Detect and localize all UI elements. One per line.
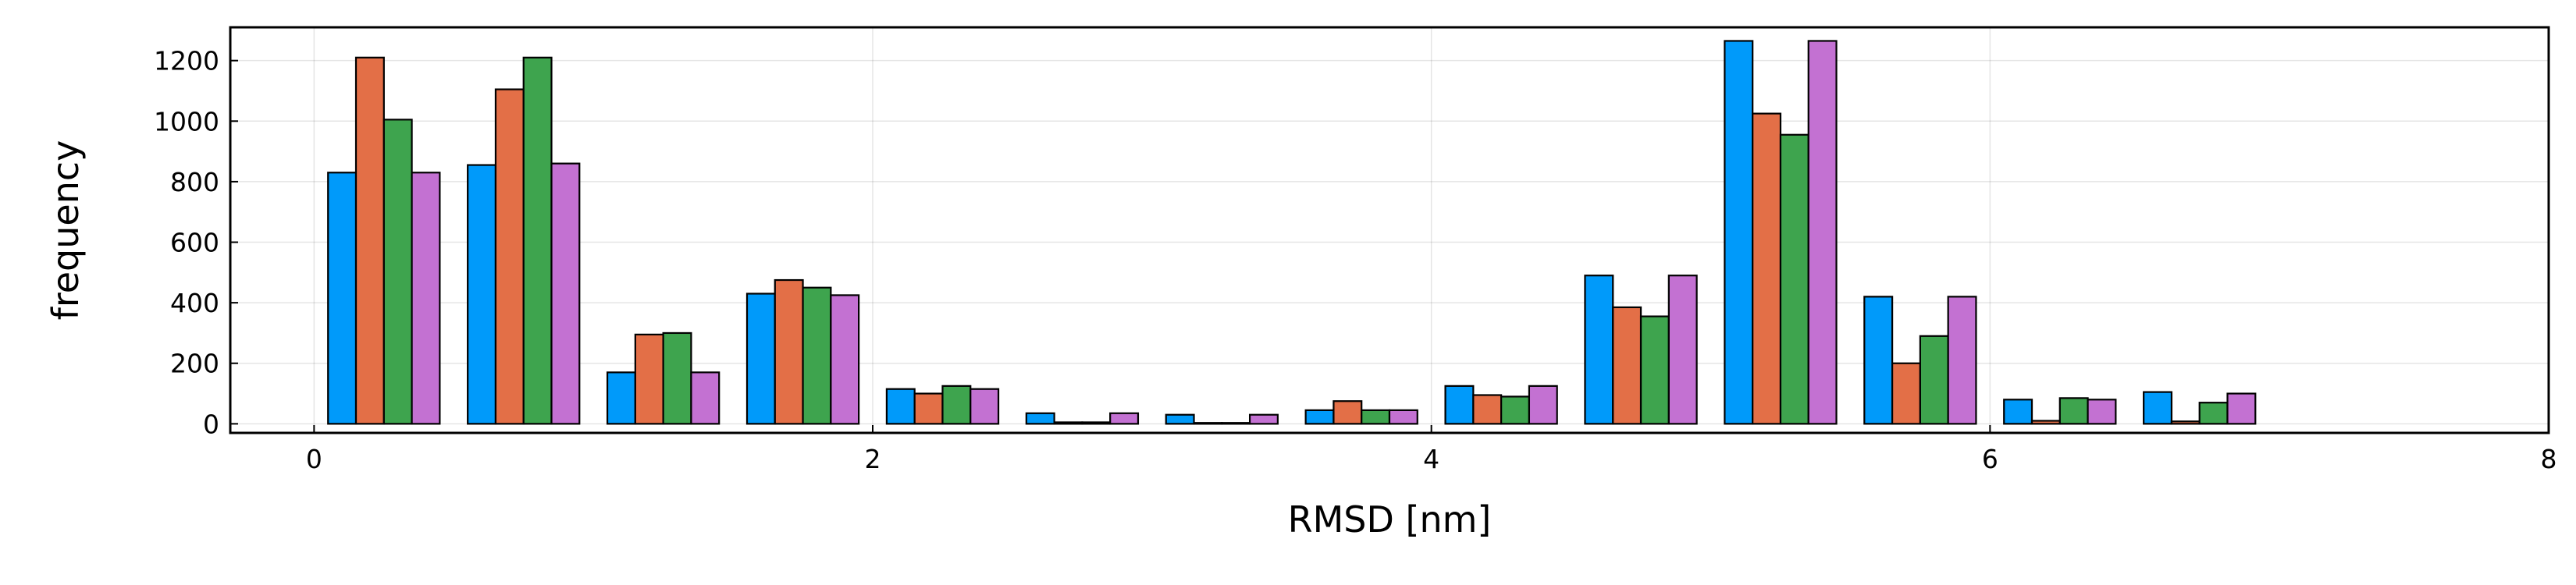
bar	[2170, 420, 2201, 425]
bar	[1947, 296, 1977, 425]
bar	[1639, 315, 1670, 425]
bar	[662, 332, 692, 425]
bar	[1025, 412, 1055, 425]
bar	[1779, 133, 1809, 425]
bar	[1361, 409, 1391, 425]
bar	[382, 119, 413, 425]
bar	[970, 388, 1000, 425]
y-tick-label: 200	[170, 349, 219, 379]
bar	[802, 286, 832, 425]
y-tick-label: 800	[170, 167, 219, 197]
bar	[606, 371, 636, 425]
bar	[1863, 296, 1894, 425]
y-tick-label: 400	[170, 288, 219, 318]
bar	[327, 172, 358, 425]
bar	[2198, 402, 2229, 425]
bar	[745, 292, 776, 425]
bar	[1248, 413, 1279, 425]
bar	[1667, 275, 1698, 425]
bar	[2058, 397, 2089, 425]
bar	[1388, 409, 1418, 425]
bars	[327, 40, 2257, 425]
bar	[2143, 391, 2173, 425]
bar	[354, 56, 385, 425]
x-tick-label: 8	[2541, 444, 2557, 474]
bar	[550, 162, 581, 425]
bar	[774, 278, 804, 425]
axis-ticks: 0 2 4 6 8 0 200 400 600 800 1000 1200	[154, 46, 2556, 474]
bar	[1891, 362, 1921, 425]
bar	[1109, 412, 1140, 425]
bar	[1193, 422, 1223, 425]
x-tick-label: 6	[1982, 444, 1998, 474]
x-tick-label: 2	[865, 444, 881, 474]
x-tick-label: 4	[1423, 444, 1439, 474]
bar	[913, 392, 944, 425]
y-tick-label: 1200	[154, 46, 219, 76]
bar	[467, 164, 497, 425]
bar	[1165, 413, 1195, 425]
bar	[1081, 421, 1112, 425]
bar	[634, 333, 664, 425]
bar	[1752, 112, 1782, 425]
bar	[885, 388, 916, 425]
bar	[1332, 400, 1363, 425]
y-tick-label: 0	[203, 409, 219, 439]
bar	[1584, 275, 1614, 425]
bar	[941, 385, 972, 425]
y-tick-label: 600	[170, 228, 219, 258]
bar	[494, 88, 525, 425]
bar	[1500, 395, 1531, 425]
bar	[522, 56, 553, 425]
bar	[690, 371, 720, 425]
bar	[1472, 394, 1503, 425]
bar	[1053, 421, 1083, 425]
bar	[1528, 385, 1558, 425]
bar	[411, 172, 441, 425]
bar	[1724, 40, 1754, 425]
x-axis-label: RMSD [nm]	[1288, 498, 1492, 541]
bar	[1919, 335, 1949, 425]
plot-frame	[229, 26, 2550, 434]
bar	[2087, 399, 2117, 425]
bar	[1807, 40, 1838, 425]
bar	[1444, 385, 1475, 425]
bar	[2030, 420, 2061, 425]
bar	[2226, 392, 2257, 425]
y-tick-label: 1000	[154, 106, 219, 136]
bar	[1221, 422, 1251, 425]
bar	[1612, 306, 1642, 425]
bar	[830, 294, 860, 425]
y-axis-label: frequency	[44, 140, 87, 321]
bar	[1304, 409, 1335, 425]
bar	[2003, 399, 2033, 425]
x-tick-label: 0	[306, 444, 322, 474]
